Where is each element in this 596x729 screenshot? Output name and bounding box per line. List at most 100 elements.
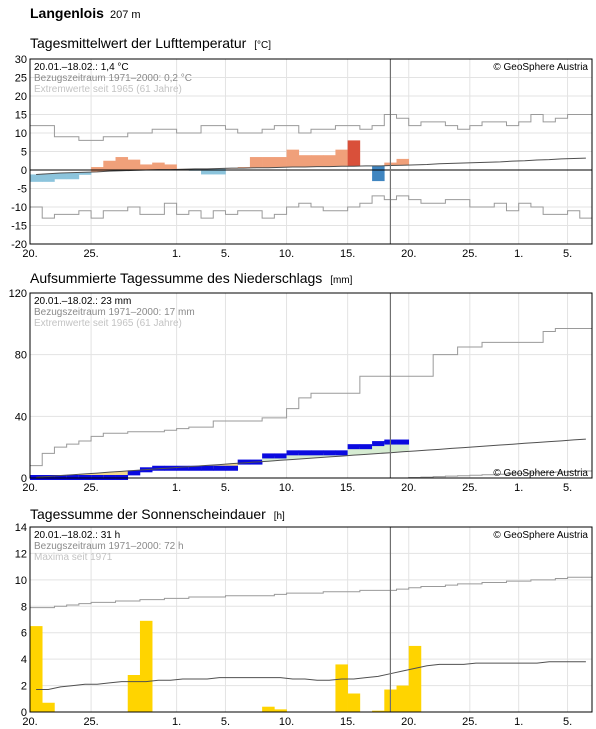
precipitation-current-bar bbox=[347, 444, 361, 450]
x-tick-label: 5. bbox=[563, 716, 572, 728]
precipitation-ref-line bbox=[36, 438, 586, 478]
x-tick-label: 25. bbox=[83, 482, 98, 494]
precipitation-current-bar bbox=[323, 450, 336, 456]
temperature-bar bbox=[30, 174, 43, 182]
y-tick-label: 12 bbox=[15, 548, 27, 560]
precipitation-current-bar bbox=[188, 465, 202, 471]
x-tick-label: 10. bbox=[279, 482, 294, 494]
temperature-ref-line bbox=[36, 157, 586, 175]
precipitation-current-bar bbox=[225, 465, 238, 471]
x-tick-label: 25. bbox=[462, 716, 477, 728]
sunshine-copyright: © GeoSphere Austria bbox=[493, 530, 588, 541]
temperature-info-ext: Extremwerte seit 1965 (61 Jahre) bbox=[34, 84, 182, 95]
plot-frame bbox=[29, 526, 593, 713]
temperature-unit: [°C] bbox=[254, 40, 271, 51]
sunshine-bar bbox=[396, 685, 410, 712]
precipitation-current-bar bbox=[237, 459, 251, 465]
temperature-bar bbox=[237, 167, 251, 169]
sunshine-bar bbox=[262, 706, 275, 712]
x-tick-label: 5. bbox=[563, 482, 572, 494]
x-tick-label: 10. bbox=[279, 716, 294, 728]
temperature-bar bbox=[274, 157, 287, 168]
precipitation-current-bar bbox=[372, 441, 385, 447]
y-tick-label: 30 bbox=[15, 54, 27, 66]
panel-sunshine: Tagessumme der Sonnenscheindauer [h] 0 2 4… bbox=[15, 506, 593, 728]
precipitation-info: 20.01.–18.02.: 23 mm Bezugszeitraum 1971… bbox=[34, 296, 588, 479]
precipitation-current-bar bbox=[286, 450, 300, 456]
x-tick-label: 1. bbox=[514, 482, 523, 494]
y-tick-label: -10 bbox=[11, 202, 27, 214]
x-tick-label: 15. bbox=[340, 716, 355, 728]
sunshine-bar bbox=[408, 645, 422, 712]
x-tick-label: 1. bbox=[172, 248, 181, 260]
sunshine-info: 20.01.–18.02.: 31 h Bezugszeitraum 1971–… bbox=[34, 530, 588, 563]
temperature-bar bbox=[213, 168, 226, 175]
sunshine-bar bbox=[139, 620, 153, 712]
x-tick-label: 20. bbox=[22, 716, 37, 728]
precipitation-current-bar bbox=[335, 450, 348, 456]
x-tick-label: 20. bbox=[401, 716, 416, 728]
x-tick-label: 1. bbox=[514, 716, 523, 728]
panel-precipitation: Aufsummierte Tagessumme des Niederschlag… bbox=[9, 270, 593, 494]
temperature-bar bbox=[115, 157, 129, 171]
sunshine-title: Tagessumme der Sonnenscheindauer [h] bbox=[30, 506, 285, 522]
temperature-copyright: © GeoSphere Austria bbox=[493, 62, 588, 73]
precipitation-current-bar bbox=[311, 450, 324, 456]
temperature-info-ref: Bezugszeitraum 1971–2000: 0,2 °C bbox=[34, 73, 192, 84]
sunshine-max-line bbox=[30, 576, 592, 609]
precipitation-title: Aufsummierte Tagessumme des Niederschlag… bbox=[30, 270, 353, 286]
precipitation-current-bar bbox=[176, 465, 190, 471]
precipitation-info-ext: Extremwerte seit 1965 (61 Jahre) bbox=[34, 318, 182, 329]
temperature-lines bbox=[30, 114, 592, 219]
y-tick-label: 8 bbox=[21, 601, 27, 613]
temperature-bar bbox=[311, 155, 324, 167]
sunshine-bar bbox=[30, 626, 43, 712]
x-tick-label: 5. bbox=[221, 716, 230, 728]
x-tick-label: 20. bbox=[22, 248, 37, 260]
x-tick-label: 5. bbox=[221, 248, 230, 260]
y-tick-label: 0 bbox=[21, 707, 27, 719]
temperature-min-line bbox=[30, 195, 592, 219]
y-tick-label: 6 bbox=[21, 628, 27, 640]
temperature-max-line bbox=[30, 114, 592, 141]
y-tick-label: 0 bbox=[21, 473, 27, 485]
sunshine-bar bbox=[274, 709, 287, 712]
precipitation-current-bar bbox=[274, 453, 287, 459]
sunshine-ref-line bbox=[36, 661, 586, 691]
y-tick-label: -5 bbox=[17, 184, 27, 196]
temperature-title: Tagesmittelwert der Lufttemperatur [°C] bbox=[30, 35, 271, 51]
temperature-bar bbox=[66, 172, 80, 180]
precipitation-info-current: 20.01.–18.02.: 23 mm bbox=[34, 296, 131, 307]
x-tick-label: 25. bbox=[462, 248, 477, 260]
temperature-bar bbox=[372, 165, 385, 182]
temperature-bar bbox=[396, 158, 410, 166]
station-name: Langenlois bbox=[30, 5, 104, 21]
x-tick-label: 1. bbox=[514, 248, 523, 260]
sunshine-info-current: 20.01.–18.02.: 31 h bbox=[34, 530, 120, 541]
precipitation-area bbox=[262, 456, 275, 462]
y-tick-label: 20 bbox=[15, 91, 27, 103]
precipitation-current-bar bbox=[359, 444, 373, 450]
temperature-bar bbox=[164, 164, 177, 170]
y-tick-label: 14 bbox=[15, 522, 27, 534]
y-tick-label: 25 bbox=[15, 73, 27, 85]
temperature-bar bbox=[249, 157, 263, 168]
temperature-bar bbox=[91, 167, 104, 172]
x-tick-label: 10. bbox=[279, 248, 294, 260]
temperature-bar bbox=[139, 164, 153, 170]
sunshine-bar bbox=[335, 664, 348, 712]
precipitation-area bbox=[286, 453, 300, 460]
precipitation-area bbox=[347, 447, 361, 456]
x-tick-label: 20. bbox=[401, 482, 416, 494]
x-tick-label: 25. bbox=[462, 482, 477, 494]
precipitation-copyright: © GeoSphere Austria bbox=[493, 468, 588, 479]
precipitation-current-bar bbox=[262, 453, 275, 459]
temperature-axis: -20 -15 -10 -5 0 5 10 15 20 25 30 20. 25. 1. 5. 10. 15. 2… bbox=[11, 54, 593, 260]
precipitation-area bbox=[359, 447, 373, 455]
temperature-bar bbox=[286, 149, 300, 168]
sunshine-lines bbox=[30, 576, 592, 691]
precipitation-current-bar bbox=[127, 470, 141, 476]
precipitation-area bbox=[298, 453, 312, 459]
precipitation-area bbox=[372, 444, 385, 454]
